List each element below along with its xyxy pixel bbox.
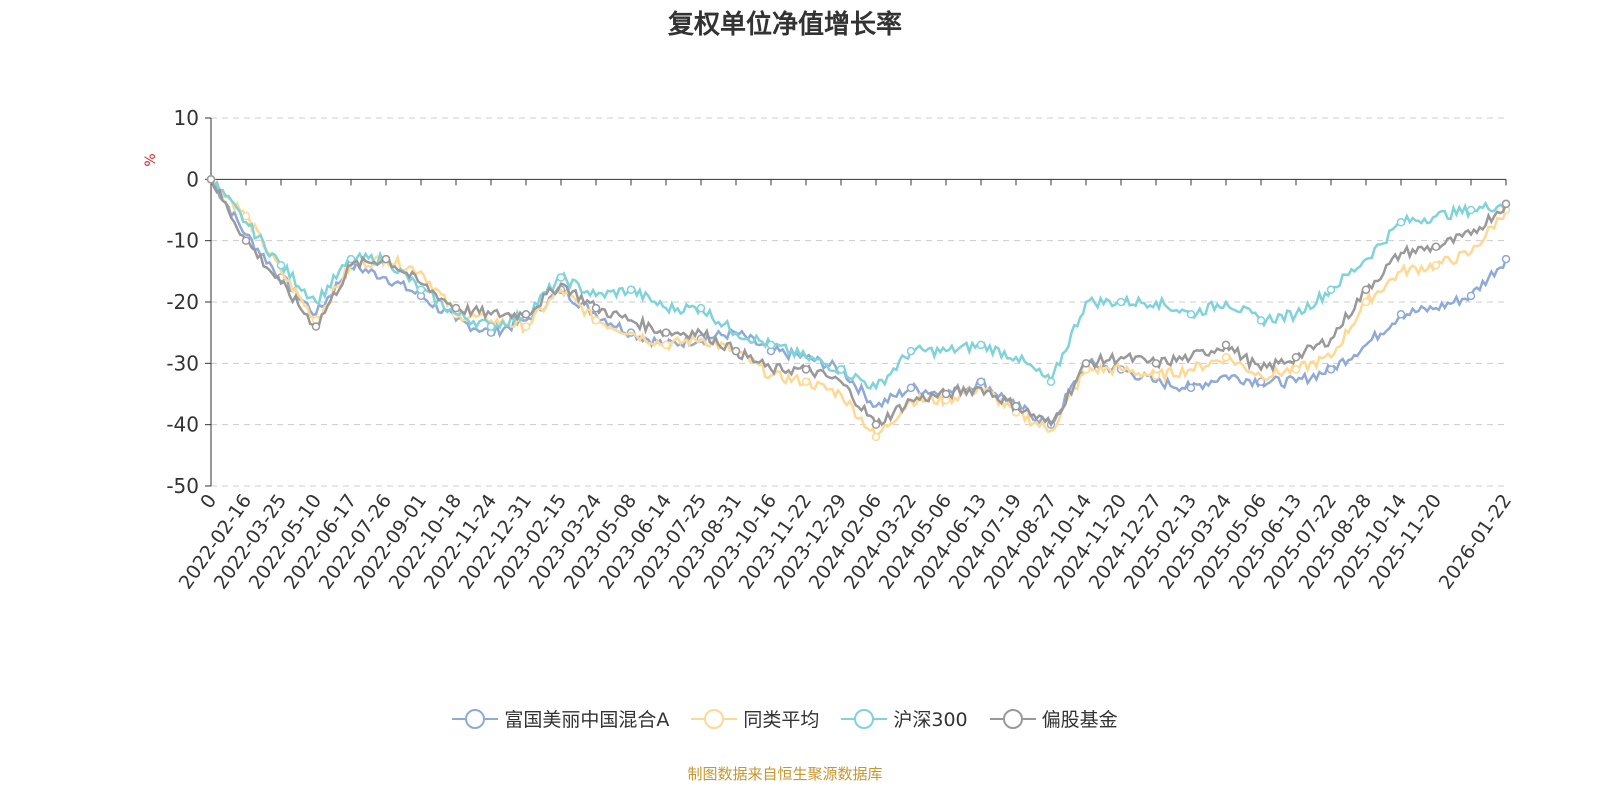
legend-marker-icon xyxy=(691,708,738,729)
data-point xyxy=(1256,377,1266,386)
data-point xyxy=(591,303,601,313)
legend-item[interactable]: 富国美丽中国混合A xyxy=(452,705,669,732)
data-point xyxy=(241,211,251,221)
data-point xyxy=(311,322,321,331)
data-point xyxy=(1116,297,1126,307)
legend-label: 同类平均 xyxy=(743,709,820,731)
data-point xyxy=(1466,291,1476,301)
data-point xyxy=(1431,260,1441,270)
data-point xyxy=(626,285,636,294)
data-point xyxy=(1361,297,1371,307)
data-point xyxy=(1431,242,1441,252)
data-point xyxy=(696,303,706,313)
data-point xyxy=(1221,340,1231,350)
data-point xyxy=(451,303,461,313)
data-point xyxy=(1151,359,1161,368)
data-point xyxy=(801,377,811,386)
data-point xyxy=(661,340,671,350)
data-point xyxy=(1501,254,1511,264)
data-point xyxy=(906,383,916,393)
legend-label: 偏股基金 xyxy=(1041,709,1118,731)
data-point xyxy=(521,310,531,319)
data-point xyxy=(1326,285,1336,294)
data-point xyxy=(1501,199,1511,209)
legend-item[interactable]: 同类平均 xyxy=(691,705,819,732)
data-point xyxy=(976,377,986,386)
data-point xyxy=(801,365,811,374)
data-point xyxy=(1081,359,1091,368)
data-point xyxy=(556,273,566,282)
source-note: 制图数据来自恒生聚源数据库 xyxy=(687,765,883,783)
data-point xyxy=(241,236,251,245)
data-point xyxy=(836,365,846,374)
y-tick-label: -40 xyxy=(166,413,199,437)
y-tick-label: -50 xyxy=(166,474,199,498)
y-tick-label: 0 xyxy=(186,167,199,191)
legend-marker-icon xyxy=(989,708,1036,729)
data-point xyxy=(871,420,881,429)
legend-label: 富国美丽中国混合A xyxy=(504,709,670,731)
x-tick-label: 2026-01-22 xyxy=(1435,490,1516,593)
data-point xyxy=(1221,352,1231,362)
legend: 富国美丽中国混合A 同类平均 沪深300 偏股基金 xyxy=(0,705,1570,732)
data-point xyxy=(276,260,286,270)
data-point xyxy=(1466,205,1476,215)
y-axis-label: % xyxy=(143,153,159,166)
data-point xyxy=(661,328,671,337)
legend-label: 沪深300 xyxy=(893,709,968,731)
data-point xyxy=(591,316,601,325)
data-point xyxy=(941,389,951,399)
data-point xyxy=(731,346,741,356)
data-point xyxy=(1046,377,1056,386)
series-line-3 xyxy=(209,178,1508,428)
data-point xyxy=(416,285,426,294)
data-point xyxy=(976,340,986,350)
data-point xyxy=(1291,365,1301,374)
data-point xyxy=(1151,371,1161,380)
data-point xyxy=(1396,310,1406,319)
data-point xyxy=(1361,285,1371,294)
legend-item[interactable]: 偏股基金 xyxy=(989,705,1118,732)
data-point xyxy=(1396,218,1406,227)
series-line-2 xyxy=(209,178,1507,391)
legend-marker-icon xyxy=(841,708,888,729)
data-point xyxy=(206,175,216,184)
chart-title: 复权单位净值增长率 xyxy=(667,10,902,40)
legend-item[interactable]: 沪深300 xyxy=(841,705,968,732)
y-tick-label: -10 xyxy=(166,229,199,253)
data-point xyxy=(1256,316,1266,325)
data-point xyxy=(521,322,531,331)
data-point xyxy=(486,322,496,331)
series-line-1 xyxy=(210,178,1508,440)
data-point xyxy=(1186,383,1196,393)
data-point xyxy=(1291,352,1301,362)
data-point xyxy=(1011,402,1021,411)
data-point xyxy=(766,340,776,350)
legend-marker-icon xyxy=(452,708,499,729)
data-point xyxy=(906,346,916,356)
x-tick-label: 0 xyxy=(196,490,221,513)
series-line-0 xyxy=(209,178,1508,427)
y-tick-label: -20 xyxy=(166,290,199,314)
data-point xyxy=(381,254,391,264)
data-point xyxy=(346,254,356,264)
y-tick-label: -30 xyxy=(166,351,199,375)
data-point xyxy=(1186,310,1196,319)
y-tick-label: 10 xyxy=(174,106,199,130)
data-point xyxy=(1326,365,1336,374)
data-point xyxy=(871,432,881,442)
